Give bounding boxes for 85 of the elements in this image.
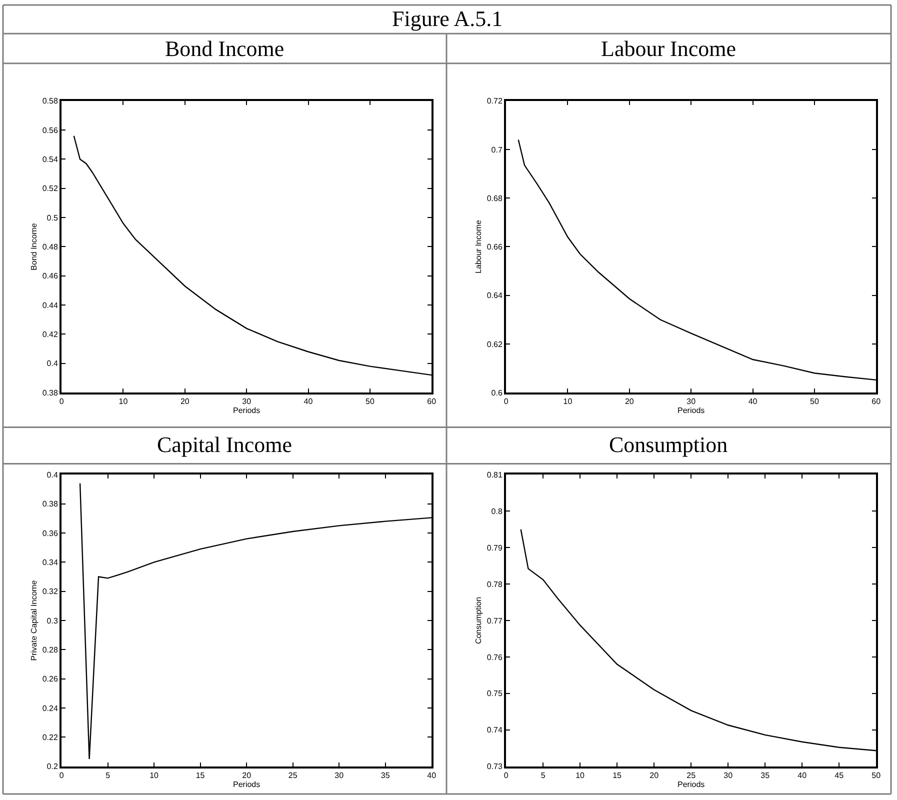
x-axis-title: Periods	[678, 780, 705, 789]
y-tick-label: 0.32	[42, 587, 58, 596]
y-tick-label: 0.72	[486, 96, 503, 106]
x-tick-label: 40	[304, 397, 314, 406]
x-tick-label: 50	[810, 397, 820, 406]
y-tick-label: 0.4	[46, 470, 58, 480]
y-tick-label: 0.48	[42, 242, 58, 252]
x-tick-label: 10	[576, 770, 586, 780]
y-axis-title: Consumption	[474, 596, 484, 644]
x-tick-label: 40	[427, 770, 437, 780]
y-tick-label: 0.75	[486, 689, 503, 698]
y-tick-label: 0.7	[491, 145, 503, 154]
x-axis-title: Periods	[233, 406, 260, 416]
x-tick-label: 5	[106, 770, 111, 780]
x-tick-label: 15	[612, 770, 622, 780]
chart-title: Consumption	[609, 432, 728, 457]
x-tick-label: 50	[872, 770, 882, 780]
x-tick-label: 60	[427, 397, 437, 406]
x-tick-label: 60	[872, 397, 882, 406]
chart-title: Capital Income	[157, 432, 292, 457]
y-tick-label: 0.81	[486, 470, 503, 480]
y-tick-label: 0.56	[42, 126, 58, 135]
y-tick-label: 0.62	[486, 340, 503, 349]
y-axis-title: Private Capital Income	[30, 580, 39, 661]
chart-title: Labour Income	[601, 36, 736, 61]
y-tick-label: 0.42	[42, 330, 58, 340]
x-tick-label: 25	[686, 770, 696, 780]
y-axis-title: Labour Income	[474, 220, 484, 274]
y-tick-label: 0.8	[491, 506, 503, 516]
x-tick-label: 20	[624, 397, 634, 406]
x-tick-label: 15	[196, 770, 206, 780]
x-tick-label: 30	[242, 397, 252, 406]
y-tick-label: 0.52	[42, 184, 58, 194]
y-tick-label: 0.44	[42, 300, 58, 310]
y-tick-label: 0.38	[42, 388, 58, 398]
y-tick-label: 0.77	[486, 616, 503, 626]
chart-title: Bond Income	[165, 36, 284, 61]
x-tick-label: 10	[150, 770, 160, 780]
y-tick-label: 0.22	[42, 732, 58, 742]
y-tick-label: 0.66	[486, 242, 503, 252]
y-tick-label: 0.5	[46, 213, 58, 222]
x-tick-label: 30	[686, 397, 696, 406]
x-tick-label: 40	[748, 397, 758, 406]
x-tick-label: 10	[118, 397, 128, 406]
y-tick-label: 0.76	[486, 652, 503, 662]
x-axis-title: Periods	[678, 406, 705, 416]
x-tick-label: 20	[180, 397, 190, 406]
y-tick-label: 0.74	[486, 726, 503, 735]
y-tick-label: 0.6	[491, 388, 503, 398]
y-tick-label: 0.34	[42, 558, 58, 567]
x-tick-label: 20	[242, 770, 252, 780]
x-tick-label: 0	[59, 770, 64, 780]
y-tick-label: 0.2	[46, 762, 58, 772]
x-tick-label: 35	[380, 770, 390, 780]
y-tick-label: 0.4	[46, 359, 58, 368]
y-tick-label: 0.64	[486, 291, 503, 300]
y-tick-label: 0.28	[42, 645, 58, 654]
y-axis-title: Bond Income	[30, 222, 39, 270]
y-tick-label: 0.24	[42, 704, 58, 713]
x-tick-label: 20	[650, 770, 660, 780]
x-tick-label: 0	[504, 397, 509, 406]
y-tick-label: 0.36	[42, 528, 58, 538]
y-tick-label: 0.54	[42, 155, 58, 164]
x-tick-label: 25	[288, 770, 298, 780]
y-tick-label: 0.46	[42, 272, 58, 281]
x-tick-label: 45	[834, 770, 844, 780]
x-axis-title: Periods	[233, 780, 260, 789]
y-tick-label: 0.58	[42, 96, 58, 106]
x-tick-label: 0	[504, 770, 509, 780]
x-tick-label: 50	[365, 397, 375, 406]
x-tick-label: 0	[59, 397, 64, 406]
x-tick-label: 40	[798, 770, 808, 780]
y-tick-label: 0.78	[486, 580, 503, 589]
x-tick-label: 35	[760, 770, 770, 780]
x-tick-label: 30	[724, 770, 734, 780]
text: Figure A.5.1	[392, 6, 503, 31]
y-tick-label: 0.3	[46, 616, 58, 626]
x-tick-label: 5	[540, 770, 546, 780]
y-tick-label: 0.73	[486, 762, 503, 772]
x-tick-label: 30	[334, 770, 344, 780]
y-tick-label: 0.68	[486, 194, 503, 203]
y-tick-label: 0.79	[486, 543, 503, 552]
x-tick-label: 10	[563, 397, 573, 406]
y-tick-label: 0.38	[42, 500, 58, 509]
y-tick-label: 0.26	[42, 674, 58, 684]
